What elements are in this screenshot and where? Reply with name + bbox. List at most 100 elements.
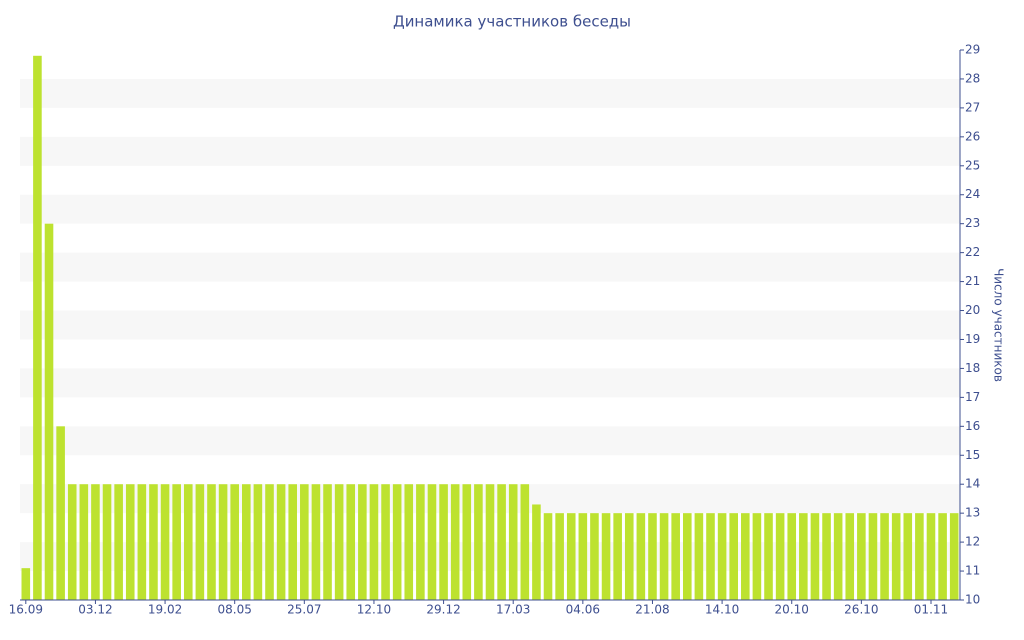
x-tick-label: 20.10 xyxy=(775,603,809,617)
grid-band xyxy=(20,368,960,398)
bar xyxy=(764,513,773,600)
x-tick-label: 08.05 xyxy=(218,603,252,617)
bar xyxy=(508,484,518,600)
y-tick-label: 15 xyxy=(965,448,980,462)
bar xyxy=(880,513,889,600)
x-tick-label: 17.03 xyxy=(496,603,530,617)
x-tick-label: 29.12 xyxy=(426,603,460,617)
bar xyxy=(648,513,657,600)
bar xyxy=(868,513,878,600)
bar xyxy=(915,513,924,600)
bar xyxy=(183,484,193,600)
x-tick-label: 03.12 xyxy=(78,603,112,617)
bar xyxy=(195,484,205,600)
bar xyxy=(601,513,611,600)
y-tick-label: 29 xyxy=(965,43,980,57)
bar xyxy=(543,513,553,600)
bar xyxy=(462,484,472,600)
y-tick-label: 19 xyxy=(965,332,980,346)
bar xyxy=(520,484,530,600)
y-tick-label: 20 xyxy=(965,303,980,317)
bar xyxy=(439,484,448,600)
bar xyxy=(729,513,738,600)
grid-band xyxy=(20,136,960,166)
bar xyxy=(265,484,274,600)
bar xyxy=(288,484,298,600)
bar xyxy=(613,513,622,600)
bar xyxy=(497,484,506,600)
bar xyxy=(102,484,112,600)
bar xyxy=(682,513,692,600)
x-tick-label: 14.10 xyxy=(705,603,739,617)
bar xyxy=(474,484,483,600)
bar xyxy=(926,513,936,600)
x-tick-label: 01.11 xyxy=(914,603,948,617)
bar xyxy=(938,513,947,600)
bar xyxy=(833,513,843,600)
bar xyxy=(346,484,356,600)
bar xyxy=(242,484,251,600)
bar xyxy=(218,484,228,600)
bar xyxy=(79,484,89,600)
y-tick-label: 12 xyxy=(965,535,980,549)
bar xyxy=(578,513,588,600)
bar xyxy=(694,513,704,600)
y-tick-label: 25 xyxy=(965,158,980,172)
bar xyxy=(903,513,913,600)
grid-band xyxy=(20,194,960,224)
bar xyxy=(799,513,808,600)
bar xyxy=(253,484,263,600)
x-tick-label: 26.10 xyxy=(844,603,878,617)
y-tick-label: 26 xyxy=(965,129,980,143)
y-tick-label: 24 xyxy=(965,187,980,201)
bar xyxy=(532,504,541,600)
bar xyxy=(149,484,158,600)
bar xyxy=(323,484,332,600)
x-tick-label: 25.07 xyxy=(287,603,321,617)
x-tick-label: 21.08 xyxy=(635,603,669,617)
bar xyxy=(450,484,460,600)
y-tick-label: 10 xyxy=(965,593,980,607)
bar xyxy=(21,568,31,600)
y-tick-label: 18 xyxy=(965,361,980,375)
bar xyxy=(125,484,135,600)
y-tick-label: 28 xyxy=(965,71,980,85)
bar xyxy=(857,513,866,600)
bar xyxy=(566,513,576,600)
y-tick-label: 21 xyxy=(965,274,980,288)
bar xyxy=(624,513,634,600)
y-tick-label: 16 xyxy=(965,419,980,433)
bar xyxy=(358,484,367,600)
bar xyxy=(949,513,959,600)
y-tick-label: 13 xyxy=(965,506,980,520)
bar xyxy=(659,513,669,600)
grid-band xyxy=(20,252,960,282)
bar xyxy=(416,484,425,600)
bar xyxy=(369,484,379,600)
y-tick-label: 14 xyxy=(965,477,980,491)
x-tick-label: 16.09 xyxy=(9,603,43,617)
bar xyxy=(300,484,309,600)
bar xyxy=(636,513,646,600)
bar xyxy=(44,223,54,600)
bar xyxy=(787,513,797,600)
bar xyxy=(717,513,727,600)
bar xyxy=(56,426,65,600)
bar xyxy=(822,513,831,600)
bar xyxy=(91,484,100,600)
y-axis-label: Число участников xyxy=(992,268,1006,382)
grid-band xyxy=(20,310,960,340)
bar xyxy=(810,513,820,600)
bar xyxy=(741,513,750,600)
bar xyxy=(207,484,216,600)
y-tick-label: 23 xyxy=(965,216,980,230)
y-tick-label: 17 xyxy=(965,390,980,404)
y-tick-label: 22 xyxy=(965,245,980,259)
bar xyxy=(381,484,390,600)
bar xyxy=(775,513,785,600)
x-tick-label: 04.06 xyxy=(566,603,600,617)
bar xyxy=(311,484,321,600)
bar xyxy=(172,484,181,600)
grid-band xyxy=(20,426,960,456)
